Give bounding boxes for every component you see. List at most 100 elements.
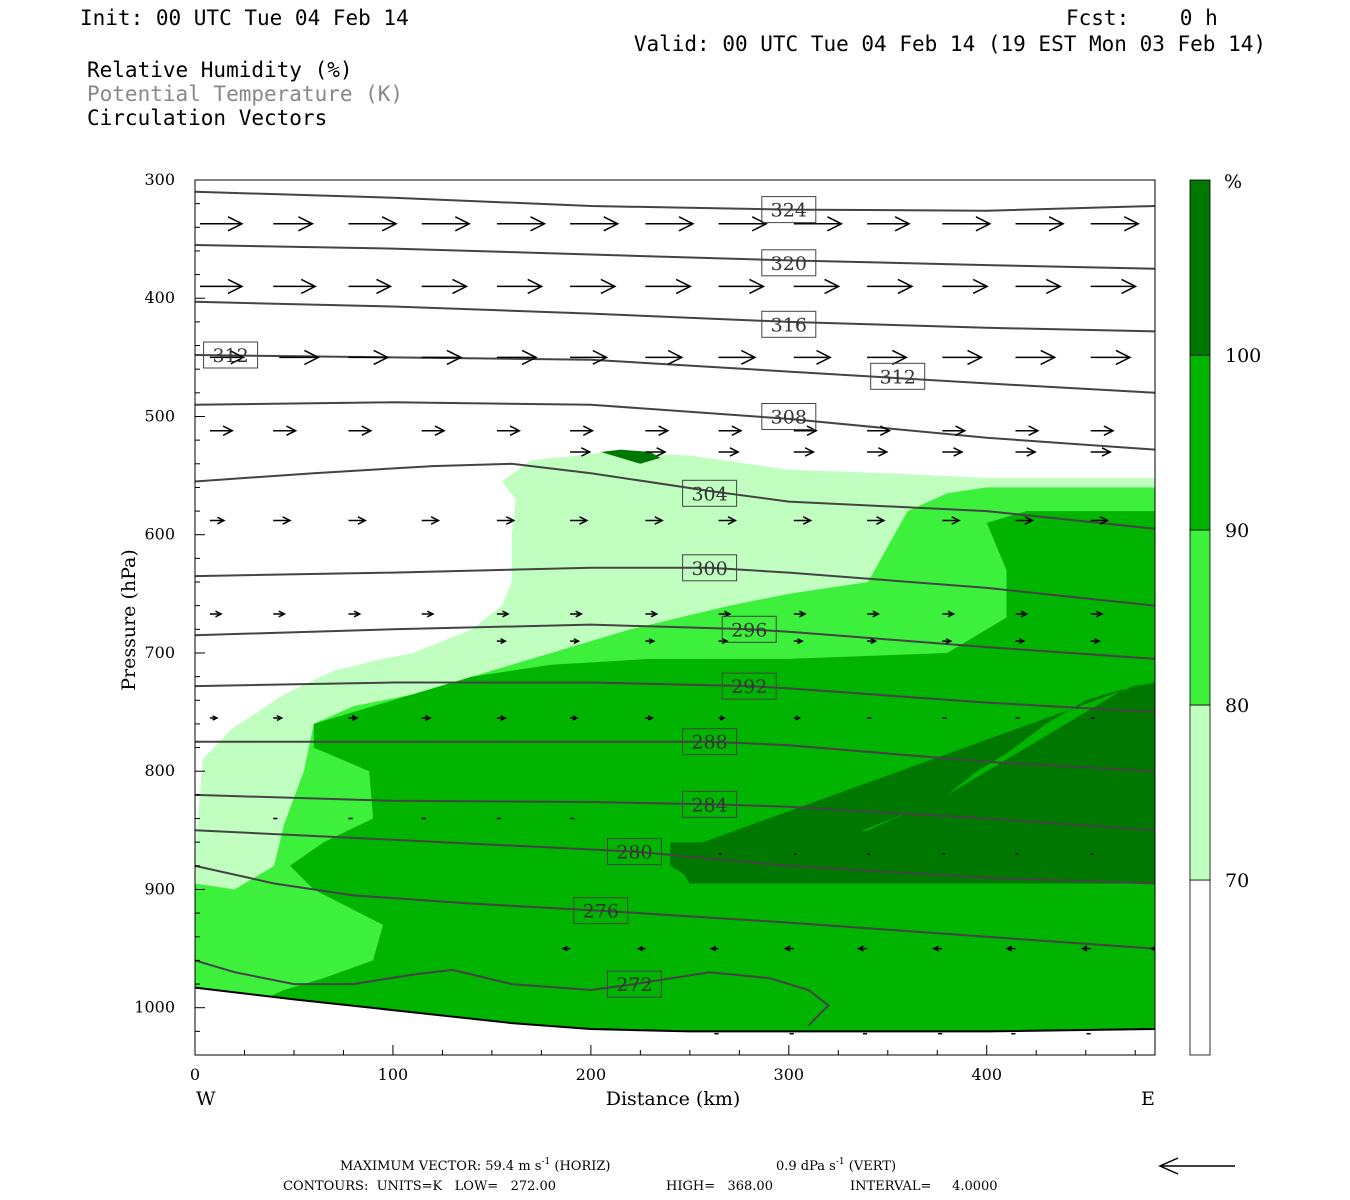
valid-time: Valid: 00 UTC Tue 04 Feb 14 (19 EST Mon … bbox=[634, 32, 1266, 56]
circulation-vector bbox=[942, 638, 953, 645]
theta-label-280: 280 bbox=[606, 838, 662, 866]
circulation-vector bbox=[793, 349, 832, 365]
x-axis-label: Distance (km) bbox=[606, 1088, 741, 1110]
circulation-vector bbox=[421, 349, 463, 366]
circulation-vector bbox=[273, 516, 292, 525]
field-vectors-label: Circulation Vectors bbox=[87, 106, 327, 130]
circulation-vector bbox=[718, 715, 726, 721]
colorbar-level-label: 70 bbox=[1225, 870, 1249, 892]
theta-label-text: 288 bbox=[691, 732, 727, 754]
circulation-vector bbox=[942, 447, 964, 457]
circulation-vector bbox=[200, 216, 244, 232]
circulation-vector bbox=[421, 715, 432, 722]
circulation-vector bbox=[209, 610, 223, 618]
y-axis: 300 400 500 600 700 800 900 1000 bbox=[134, 170, 205, 1056]
reference-vector-arrow bbox=[1158, 1157, 1235, 1175]
circulation-vector bbox=[867, 610, 880, 618]
circulation-vector bbox=[645, 447, 667, 457]
circulation-vector bbox=[645, 638, 656, 645]
circulation-vector bbox=[209, 516, 226, 525]
theta-contour-316 bbox=[195, 300, 1155, 333]
circulation-vector bbox=[496, 278, 544, 295]
theta-label-316: 316 bbox=[761, 310, 817, 338]
y-tick-label: 500 bbox=[144, 406, 175, 425]
y-tick-label: 400 bbox=[144, 288, 175, 307]
circulation-vector bbox=[561, 945, 571, 952]
x-tick-label: 300 bbox=[774, 1065, 805, 1084]
footer-contours: CONTOURS: UNITS=K LOW= 272.00 bbox=[283, 1179, 556, 1194]
circulation-vector bbox=[273, 610, 287, 618]
y-tick-label: 900 bbox=[144, 879, 175, 898]
x-tick-label: 100 bbox=[378, 1065, 409, 1084]
circulation-vector bbox=[1090, 447, 1112, 457]
circulation-vector bbox=[348, 715, 359, 722]
circulation-vector bbox=[793, 216, 844, 232]
circulation-vector bbox=[718, 447, 740, 457]
theta-label-text: 312 bbox=[880, 366, 916, 388]
plot-frame bbox=[194, 179, 1156, 1056]
circulation-vector bbox=[496, 638, 507, 645]
circulation-vector bbox=[496, 610, 510, 618]
circulation-vector bbox=[867, 516, 886, 525]
field-theta-label: Potential Temperature (K) bbox=[87, 82, 403, 106]
circulation-vector bbox=[570, 715, 579, 721]
theta-label-text: 280 bbox=[616, 842, 652, 864]
circulation-vector bbox=[709, 945, 719, 952]
circulation-vector bbox=[1080, 945, 1091, 952]
theta-contour-308 bbox=[195, 401, 1155, 451]
humidity-region-100 bbox=[670, 682, 1155, 884]
circulation-vector bbox=[793, 715, 802, 721]
circulation-vector bbox=[1090, 610, 1104, 618]
theta-label-text: 272 bbox=[616, 974, 652, 996]
humidity-fill-layer bbox=[195, 449, 1155, 1055]
theta-contour-276 bbox=[195, 864, 1155, 950]
theta-label-284: 284 bbox=[682, 790, 738, 818]
circulation-vector bbox=[209, 350, 246, 365]
circulation-vector bbox=[718, 516, 738, 525]
theta-label-text: 304 bbox=[691, 483, 727, 505]
circulation-vector bbox=[645, 349, 684, 365]
colorbar-segment bbox=[1189, 354, 1211, 531]
x-axis-east-label: E bbox=[1141, 1088, 1155, 1110]
circulation-vector bbox=[645, 278, 692, 295]
circulation-vector bbox=[867, 425, 892, 436]
circulation-vector bbox=[570, 425, 595, 436]
circulation-vector bbox=[421, 216, 471, 232]
circulation-vector bbox=[1090, 349, 1132, 366]
theta-label-288: 288 bbox=[682, 728, 738, 756]
circulation-vector bbox=[1090, 216, 1140, 232]
theta-label-text: 316 bbox=[771, 314, 807, 336]
y-tick-label: 700 bbox=[144, 643, 175, 662]
circulation-vector bbox=[348, 349, 390, 366]
y-axis-label: Pressure (hPa) bbox=[118, 549, 140, 691]
theta-label-308: 308 bbox=[761, 403, 817, 430]
theta-contour-300 bbox=[195, 566, 1155, 607]
colorbar-unit: % bbox=[1224, 171, 1242, 193]
circulation-vector bbox=[867, 216, 911, 232]
circulation-vector bbox=[348, 216, 398, 232]
x-axis-west-label: W bbox=[196, 1088, 216, 1110]
theta-label-text: 292 bbox=[731, 676, 767, 698]
circulation-vector bbox=[793, 610, 807, 618]
theta-label-text: 312 bbox=[212, 345, 248, 367]
circulation-vector bbox=[867, 447, 889, 457]
theta-label-276: 276 bbox=[573, 897, 629, 925]
circulation-vector bbox=[942, 610, 956, 618]
circulation-vector bbox=[496, 216, 547, 232]
colorbar-segment bbox=[1189, 704, 1211, 881]
theta-contour-324 bbox=[195, 190, 1155, 212]
colorbar-segment bbox=[1189, 179, 1211, 356]
y-tick-label: 600 bbox=[144, 525, 175, 544]
circulation-vector bbox=[783, 945, 794, 952]
circulation-vector bbox=[1090, 638, 1101, 645]
circulation-vector bbox=[348, 278, 393, 295]
colorbar-segment bbox=[1189, 529, 1211, 706]
theta-label-text: 300 bbox=[691, 558, 727, 580]
circulation-vector bbox=[570, 278, 617, 295]
theta-label-text: 276 bbox=[583, 901, 619, 923]
theta-contour-272 bbox=[195, 959, 830, 1027]
circulation-vector bbox=[570, 516, 589, 525]
circulation-vector bbox=[421, 610, 435, 618]
circulation-vector bbox=[570, 349, 609, 365]
theta-label-272: 272 bbox=[606, 970, 662, 998]
